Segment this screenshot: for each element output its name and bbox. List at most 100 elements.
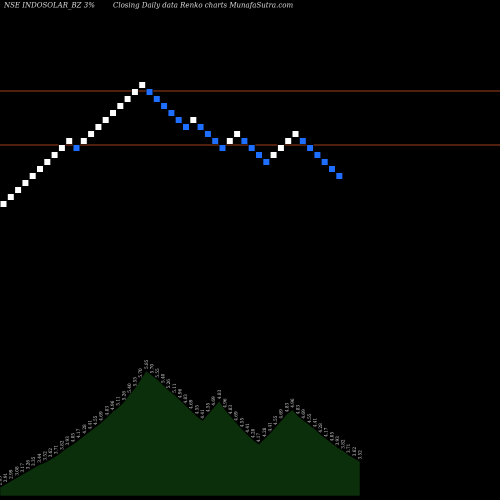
volume-label: 5.40 bbox=[161, 373, 166, 383]
renko-brick-up bbox=[58, 144, 66, 152]
renko-brick-down bbox=[153, 95, 161, 103]
volume-label: 4.69 bbox=[211, 396, 216, 406]
renko-brick-down bbox=[182, 123, 190, 131]
volume-label: 4.83 bbox=[217, 390, 222, 400]
renko-brick-down bbox=[321, 158, 329, 166]
renko-brick-up bbox=[29, 172, 37, 180]
renko-brick-up bbox=[116, 102, 124, 110]
volume-label: 3.08 bbox=[14, 466, 19, 476]
volume-label: 4.28 bbox=[251, 428, 256, 438]
renko-brick-down bbox=[299, 137, 307, 145]
renko-brick-up bbox=[94, 123, 102, 131]
volume-label: 3.44 bbox=[37, 453, 42, 463]
volume-label: 4.69 bbox=[99, 411, 104, 421]
volume-label: 5.40 bbox=[127, 383, 132, 393]
renko-brick-up bbox=[277, 144, 285, 152]
volume-label: 4.55 bbox=[307, 413, 312, 423]
volume-label: 3.52 bbox=[358, 450, 363, 460]
volume-label: 4.17 bbox=[76, 428, 81, 438]
volume-label: 4.55 bbox=[273, 415, 278, 425]
volume-label: 4.05 bbox=[71, 433, 76, 443]
renko-brick-up bbox=[43, 158, 51, 166]
volume-label: 3.62 bbox=[48, 448, 53, 458]
renko-brick-down bbox=[328, 165, 336, 173]
renko-brick-up bbox=[87, 130, 95, 138]
volume-label: 5.85 bbox=[144, 359, 149, 369]
volume-label: 5.11 bbox=[116, 396, 121, 406]
renko-brick-down bbox=[204, 130, 212, 138]
volume-area bbox=[0, 370, 361, 497]
volume-label: 5.70 bbox=[149, 364, 154, 374]
renko-brick-down bbox=[197, 123, 205, 131]
volume-label: 4.83 bbox=[183, 394, 188, 404]
volume-label: 3.82 bbox=[341, 439, 346, 449]
volume-label: 3.17 bbox=[20, 463, 25, 473]
volume-label: 4.69 bbox=[301, 409, 306, 419]
renko-brick-up bbox=[269, 151, 278, 159]
renko-brick-up bbox=[131, 88, 139, 96]
volume-label: 4.28 bbox=[318, 423, 323, 433]
volume-label: 4.55 bbox=[206, 402, 211, 412]
volume-label: 4.41 bbox=[268, 422, 273, 432]
renko-brick-down bbox=[240, 137, 249, 145]
renko-brick-up bbox=[291, 130, 300, 138]
renko-brick-down bbox=[248, 144, 256, 152]
volume-label: 5.55 bbox=[155, 368, 160, 378]
renko-brick-up bbox=[7, 193, 15, 201]
volume-label: 4.96 bbox=[290, 398, 295, 408]
volume-label: 5.70 bbox=[138, 368, 143, 378]
volume-label: 4.41 bbox=[88, 420, 93, 430]
renko-bricks bbox=[0, 81, 343, 208]
renko-brick-up bbox=[14, 186, 22, 194]
volume-label: 3.26 bbox=[26, 460, 31, 470]
volume-label: 4.83 bbox=[104, 406, 109, 416]
renko-brick-down bbox=[335, 172, 343, 180]
volume-label: 2.99 bbox=[9, 469, 14, 479]
renko-brick-down bbox=[72, 144, 81, 152]
renko-brick-down bbox=[167, 109, 176, 117]
renko-brick-up bbox=[138, 81, 146, 89]
volume-label: 4.55 bbox=[194, 405, 199, 415]
volume-panel: 2.85 2.91 2.99 3.08 3.17 3.26 3.35 3.44 3.52 3.62… bbox=[0, 359, 363, 497]
volume-label: 3.93 bbox=[65, 436, 70, 446]
chart-description: Closing Daily data Renko charts MunafaSu… bbox=[113, 2, 293, 10]
volume-label: 4.96 bbox=[178, 388, 183, 398]
volume-label: 5.11 bbox=[172, 383, 177, 393]
renko-brick-up bbox=[36, 165, 44, 173]
volume-label: 3.52 bbox=[43, 451, 48, 461]
volume-label: 4.83 bbox=[296, 405, 301, 415]
volume-label: 3.93 bbox=[335, 436, 340, 446]
renko-brick-down bbox=[313, 151, 322, 159]
volume-label: 4.28 bbox=[82, 424, 87, 434]
volume-label: 5.26 bbox=[121, 391, 126, 401]
renko-brick-up bbox=[189, 116, 197, 124]
volume-label: 4.69 bbox=[189, 399, 194, 409]
volume-label: 4.05 bbox=[329, 432, 334, 442]
volume-label: 5.55 bbox=[133, 377, 138, 387]
renko-brick-down bbox=[160, 102, 168, 110]
renko-brick-up bbox=[50, 151, 59, 159]
volume-label: 4.17 bbox=[324, 427, 329, 437]
volume-label: 3.62 bbox=[352, 447, 357, 457]
volume-label: 5.26 bbox=[166, 379, 171, 389]
volume-label: 4.69 bbox=[279, 409, 284, 419]
volume-label: 3.82 bbox=[59, 440, 64, 450]
renko-brick-up bbox=[109, 109, 117, 117]
volume-label: 4.55 bbox=[239, 418, 244, 428]
renko-brick-up bbox=[80, 137, 88, 145]
volume-label: 4.55 bbox=[93, 415, 98, 425]
renko-brick-down bbox=[262, 158, 270, 166]
volume-label: 4.17 bbox=[256, 433, 261, 443]
renko-brick-down bbox=[218, 144, 227, 152]
volume-label: 4.96 bbox=[223, 398, 228, 408]
volume-label: 3.35 bbox=[31, 456, 36, 466]
volume-label: 2.85 bbox=[0, 476, 3, 486]
renko-brick-down bbox=[255, 151, 263, 159]
renko-brick-up bbox=[65, 137, 73, 145]
volume-label: 4.83 bbox=[228, 405, 233, 415]
volume-label: 4.83 bbox=[284, 402, 289, 412]
volume-label: 4.96 bbox=[110, 400, 115, 410]
renko-brick-down bbox=[145, 88, 154, 96]
